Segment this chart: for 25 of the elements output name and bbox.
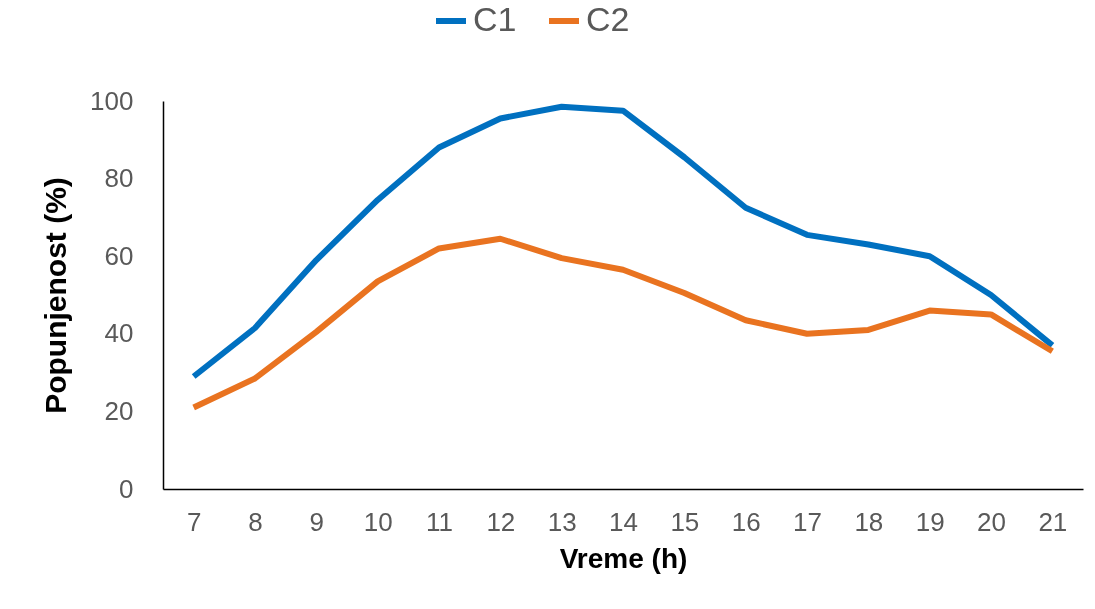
y-tick-label: 40 (104, 318, 134, 349)
x-axis-title: Vreme (h) (559, 542, 688, 574)
x-tick-label: 8 (248, 506, 263, 537)
legend-label: C2 (586, 0, 630, 38)
x-tick-label: 16 (731, 506, 761, 537)
y-tick-label: 0 (119, 473, 134, 504)
x-tick-label: 10 (363, 506, 393, 537)
x-tick-label: 7 (186, 506, 202, 537)
y-tick-label: 20 (104, 395, 134, 426)
x-tick-label: 15 (670, 506, 700, 537)
x-tick-label: 18 (854, 506, 884, 537)
y-axis-title: Popunjenost (%) (39, 177, 73, 414)
x-tick-label: 12 (486, 506, 516, 537)
legend-label: C1 (473, 0, 517, 38)
y-tick-label: 80 (104, 163, 134, 194)
x-tick-label: 14 (609, 506, 638, 537)
x-tick-label: 9 (309, 506, 325, 537)
x-tick-label: 17 (793, 506, 822, 537)
x-tick-label: 19 (915, 506, 945, 537)
y-tick-label: 100 (90, 85, 134, 116)
y-tick-label: 60 (104, 240, 134, 271)
x-tick-label: 11 (426, 506, 453, 537)
x-tick-label: 20 (977, 506, 1006, 537)
x-tick-label: 13 (547, 506, 577, 537)
x-tick-label: 21 (1038, 506, 1068, 537)
